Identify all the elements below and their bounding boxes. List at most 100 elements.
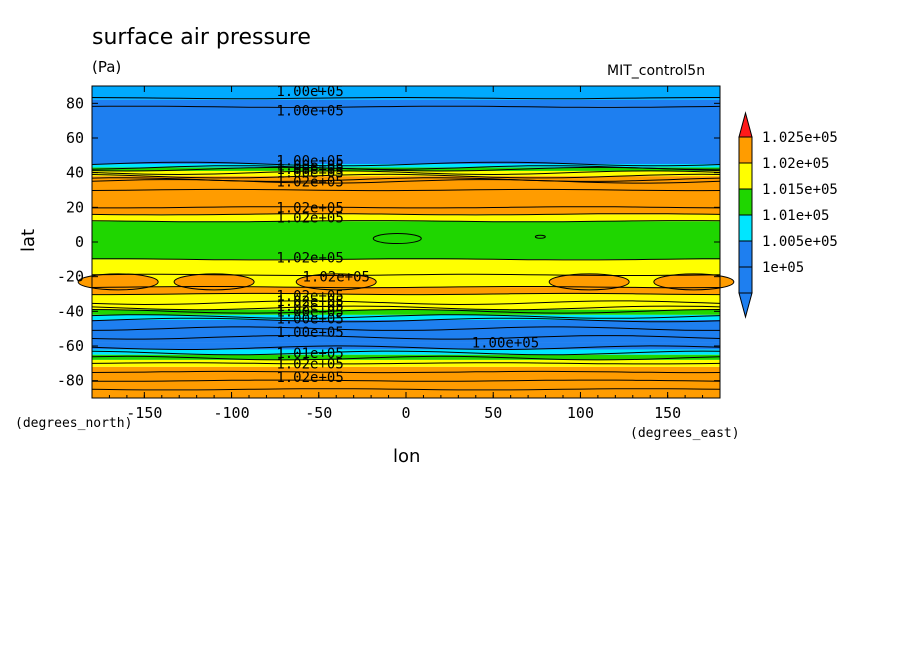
colorbar-label-3: 1.01e+05 — [762, 208, 829, 224]
x-axis-label: lon — [393, 446, 421, 467]
run-name: MIT_control5n — [607, 63, 706, 79]
x-tick-label-6: 150 — [654, 404, 681, 422]
band-5 — [92, 342, 720, 350]
band-19 — [92, 164, 720, 168]
contour-line-5 — [91, 350, 721, 356]
band-22 — [92, 86, 720, 100]
band-13 — [92, 259, 720, 275]
contour-label-15: 1.00e+05 — [276, 311, 343, 327]
contour-line-25 — [91, 170, 721, 176]
contour-label-18: 1.01e+05 — [276, 346, 343, 362]
x-tick-label-0: -150 — [126, 404, 162, 422]
contour-label-5: 1.00e+05 — [276, 166, 343, 182]
contour-line-19 — [91, 213, 721, 216]
band-11 — [92, 287, 720, 294]
colorbar-label-0: 1.025e+05 — [762, 130, 838, 146]
y-tick-label-8: 80 — [66, 94, 84, 112]
contour-label-13: 1.02e+05 — [276, 299, 343, 315]
equator-contour-0 — [372, 233, 422, 245]
colorbar-box-0 — [738, 136, 753, 164]
contour-line-21 — [91, 188, 721, 192]
contour-label-1: 1.00e+05 — [276, 103, 343, 119]
contour-line-10 — [91, 314, 721, 319]
y-tick-label-1: -60 — [57, 337, 84, 355]
contour-label-9: 1.02e+05 — [276, 251, 343, 267]
band-4 — [92, 349, 720, 355]
colorbar-label-2: 1.015e+05 — [762, 182, 838, 198]
x-units-label: (degrees_east) — [630, 426, 740, 441]
contour-line-0 — [91, 388, 721, 391]
colorbar-over-triangle — [738, 111, 753, 138]
y-tick-label-3: -20 — [57, 268, 84, 286]
contour-line-4 — [91, 355, 721, 361]
y-tick-label-0: -80 — [57, 372, 84, 390]
colorbar-box-3 — [738, 214, 753, 242]
contour-label-7: 1.02e+05 — [276, 200, 343, 216]
x-tick-label-1: -100 — [213, 404, 249, 422]
contour-line-1 — [91, 379, 721, 382]
contour-line-14 — [92, 292, 721, 296]
band-1 — [92, 366, 720, 390]
x-tick-label-5: 100 — [567, 404, 594, 422]
colorbar-under-triangle — [738, 292, 753, 319]
colorbar: 1.025e+05 1.02e+05 1.015e+05 1.01e+05 1.005e… — [738, 111, 838, 319]
contour-line-24 — [91, 173, 721, 179]
contour-line-12 — [91, 305, 721, 311]
contour-line-13 — [91, 300, 721, 306]
band-20 — [92, 106, 720, 164]
band-15 — [92, 214, 720, 222]
contour-line-15 — [91, 286, 721, 289]
x-tick-label-4: 50 — [484, 404, 502, 422]
colorbar-label-4: 1.005e+05 — [762, 234, 838, 250]
contour-label-11: 1.02e+05 — [276, 289, 343, 305]
colorbar-label-1: 1.02e+05 — [762, 156, 829, 172]
contour-line-6 — [91, 345, 721, 350]
blob-2 — [295, 273, 377, 291]
contour-label-2: 1.00e+05 — [276, 154, 343, 170]
x-tick-label-3: 0 — [401, 404, 410, 422]
blob-3 — [548, 273, 630, 291]
contour-lines — [91, 97, 721, 391]
chart-units: (Pa) — [92, 58, 122, 76]
contour-line-8 — [91, 326, 720, 331]
orange-blobs — [77, 233, 735, 291]
contour-label-4: 1.00e+05 — [276, 162, 343, 178]
contour-line-17 — [91, 258, 720, 261]
blob-0 — [77, 273, 159, 291]
contour-label-20: 1.02e+05 — [276, 370, 343, 386]
band-10 — [92, 294, 720, 305]
band-16 — [92, 176, 720, 215]
blob-4 — [653, 273, 735, 291]
band-6 — [92, 320, 720, 343]
contour-label-17: 1.00e+05 — [472, 336, 539, 352]
y-tick-label-2: -40 — [57, 302, 84, 320]
contour-label-8: 1.02e+05 — [276, 211, 343, 227]
contour-line-20 — [92, 206, 721, 209]
contour-line-11 — [91, 308, 721, 314]
contour-label-3: 1.00e+05 — [276, 159, 343, 175]
contour-label-10: 1.02e+05 — [303, 270, 370, 286]
y-tick-label-4: 0 — [75, 233, 84, 251]
y-units-label: (degrees_north) — [15, 416, 133, 431]
y-axis-ticks: -80 -60 -40 -20 0 20 40 60 80 — [57, 94, 720, 390]
contour-line-28 — [91, 161, 721, 167]
contour-line-29 — [91, 105, 721, 108]
colorbar-box-2 — [738, 188, 753, 216]
y-tick-label-6: 40 — [66, 164, 84, 182]
contour-line-16 — [91, 273, 721, 276]
band-17 — [92, 170, 720, 177]
contour-line-18 — [91, 220, 721, 223]
band-7 — [92, 314, 720, 320]
contour-label-14: 1.00e+05 — [276, 304, 343, 320]
contour-label-0: 1.00e+05 — [276, 84, 343, 100]
contour-labels: 1.00e+051.00e+051.00e+051.00e+051.00e+05… — [276, 84, 539, 386]
y-tick-label-7: 60 — [66, 129, 84, 147]
contour-line-7 — [91, 335, 721, 340]
contour-label-19: 1.02e+05 — [276, 356, 343, 372]
contour-label-16: 1.00e+05 — [276, 325, 343, 341]
contour-line-2 — [91, 370, 721, 374]
band-14 — [92, 221, 720, 260]
colorbar-label-5: 1e+05 — [762, 260, 804, 276]
colorbar-box-1 — [738, 162, 753, 190]
colorbar-box-5 — [738, 266, 753, 294]
